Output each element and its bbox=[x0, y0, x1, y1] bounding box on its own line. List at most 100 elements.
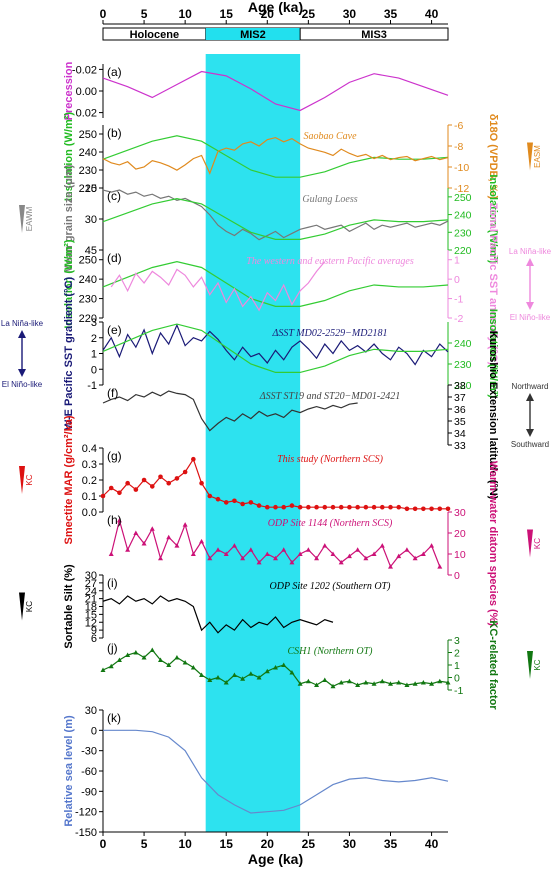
side-label: KC bbox=[25, 601, 34, 612]
series-line-b bbox=[102, 136, 449, 175]
data-point bbox=[215, 675, 221, 680]
series-line-f bbox=[102, 390, 358, 432]
data-point bbox=[264, 551, 270, 556]
y-tick-label: 240 bbox=[79, 147, 97, 159]
data-point bbox=[396, 504, 402, 510]
side-wedge bbox=[527, 529, 533, 558]
side-label: KC bbox=[533, 659, 542, 670]
data-point bbox=[248, 500, 254, 505]
data-point bbox=[174, 543, 180, 548]
y-axis-title-right: Insolation (W/m²) bbox=[487, 309, 499, 399]
y-tick-label: 30 bbox=[85, 214, 97, 226]
y-tick-label: 220 bbox=[79, 313, 97, 325]
data-point bbox=[281, 662, 287, 667]
y-tick-label: 1 bbox=[91, 349, 97, 361]
x-tick-label: 30 bbox=[343, 837, 357, 851]
y-axis-title: Insolation (W/m²) bbox=[63, 112, 75, 202]
data-point bbox=[281, 504, 287, 510]
side-arrow-head-down bbox=[526, 302, 534, 310]
data-point bbox=[149, 647, 155, 652]
side-arrow-head-up bbox=[526, 393, 534, 401]
y-tick-label-right: -12 bbox=[454, 183, 469, 195]
data-point bbox=[264, 504, 270, 510]
data-point bbox=[314, 504, 319, 510]
data-point bbox=[379, 543, 385, 548]
data-point bbox=[322, 677, 328, 682]
data-point bbox=[116, 657, 122, 662]
data-point bbox=[223, 551, 229, 556]
data-point bbox=[182, 522, 188, 527]
data-point bbox=[371, 681, 377, 686]
data-point bbox=[388, 504, 393, 510]
y-tick-label-right: -10 bbox=[454, 162, 469, 174]
side-arrow-head-up bbox=[526, 258, 534, 266]
data-point bbox=[232, 498, 237, 504]
data-point bbox=[108, 485, 114, 491]
x-tick-label: 25 bbox=[302, 837, 316, 851]
series-line-d bbox=[102, 261, 449, 307]
series-label: CSH1 (Northern OT) bbox=[287, 646, 373, 657]
y-tick-label: 15 bbox=[85, 183, 97, 195]
series-line-c bbox=[102, 189, 449, 241]
y-tick-label-right: 38 bbox=[454, 380, 466, 392]
side-label-top: La Niña-like bbox=[509, 247, 552, 256]
y-tick-label: 27 bbox=[85, 578, 97, 590]
panel-tag: (d) bbox=[107, 251, 122, 265]
data-point bbox=[125, 480, 130, 486]
series-label: The western and eastern Pacific averages bbox=[246, 256, 414, 267]
y-tick-label-right: 0 bbox=[454, 673, 460, 685]
data-point bbox=[371, 551, 377, 556]
panel-tag: (j) bbox=[107, 641, 118, 655]
series-label: Gulang Loess bbox=[302, 194, 357, 205]
data-point bbox=[125, 547, 131, 552]
panel-c bbox=[102, 189, 449, 241]
data-point bbox=[125, 652, 131, 657]
y-tick-label: -0.02 bbox=[72, 64, 97, 76]
x-axis-title-bottom: Age (ka) bbox=[248, 851, 303, 867]
y-axis-title: Precession bbox=[63, 61, 75, 120]
data-point bbox=[388, 564, 393, 569]
panel-e bbox=[102, 323, 449, 373]
data-point bbox=[141, 655, 147, 660]
stage-band-mis2 bbox=[205, 54, 301, 832]
data-point bbox=[273, 665, 278, 670]
data-point bbox=[166, 662, 172, 667]
x-tick-label: 40 bbox=[425, 7, 439, 21]
data-point bbox=[207, 493, 213, 499]
data-point bbox=[338, 504, 344, 510]
panel-tag: (f) bbox=[107, 386, 118, 400]
data-point bbox=[412, 681, 418, 686]
y-tick-label-right: 240 bbox=[454, 338, 472, 350]
figure-axes: 0 5 10 15 20 25 30 35 400 5 10 15 20 25 30 35 40-0.020.0… bbox=[72, 7, 472, 851]
panel-tag: (b) bbox=[107, 126, 122, 140]
data-point bbox=[388, 681, 393, 686]
stage-shading bbox=[205, 54, 301, 832]
side-label-bottom: El Niño-like bbox=[510, 313, 551, 322]
y-tick-label: 2 bbox=[91, 333, 97, 345]
series-line-a bbox=[102, 70, 449, 112]
y-tick-label-right: 33 bbox=[454, 440, 466, 452]
side-label-bottom: Southward bbox=[511, 440, 549, 449]
x-axis-title-top: Age (ka) bbox=[248, 0, 303, 15]
x-tick-label: 10 bbox=[178, 7, 192, 21]
data-point bbox=[207, 555, 213, 561]
side-label-bottom: El Niño-like bbox=[2, 380, 43, 389]
data-point bbox=[133, 530, 139, 535]
data-point bbox=[215, 496, 221, 502]
data-point bbox=[437, 678, 443, 684]
data-point bbox=[191, 456, 196, 462]
data-point bbox=[363, 555, 369, 561]
data-point bbox=[314, 555, 320, 561]
y-tick-label-right: 10 bbox=[454, 549, 466, 561]
side-wedge bbox=[19, 205, 25, 233]
side-label: EAWM bbox=[25, 206, 34, 231]
data-point bbox=[264, 668, 270, 674]
data-point bbox=[305, 547, 311, 552]
data-point bbox=[404, 682, 410, 687]
data-point bbox=[363, 504, 369, 510]
data-point bbox=[199, 672, 205, 677]
x-tick-label: 35 bbox=[384, 7, 398, 21]
data-point bbox=[248, 671, 254, 676]
panel-g bbox=[100, 456, 451, 512]
y-tick-label: 18 bbox=[85, 602, 97, 614]
